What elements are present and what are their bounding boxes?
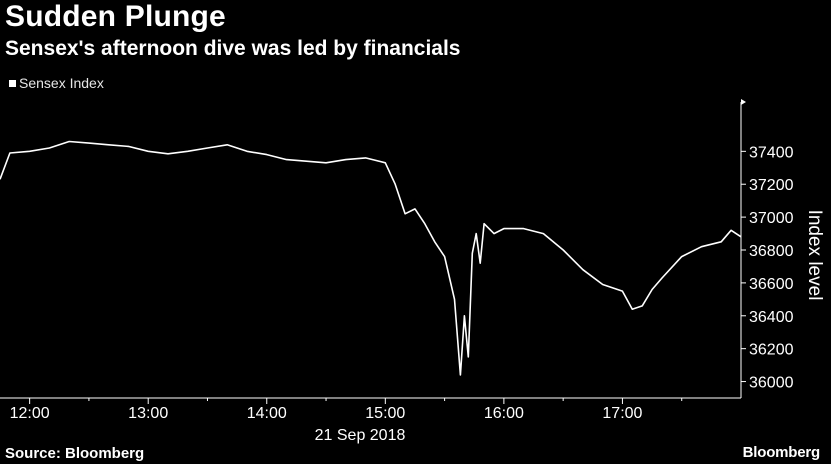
x-axis: 12:00 13:00 14:00 15:00 16:00 17:00 [0, 397, 741, 422]
y-tick-label: 36800 [749, 243, 794, 260]
series-line-sensex [0, 140, 742, 376]
y-tick-label: 37400 [749, 144, 794, 161]
y-axis: 36000 36200 36400 36600 36800 37000 37200 37400 [740, 99, 794, 398]
x-tick-label: 12:00 [10, 405, 50, 422]
source-note: Source: Bloomberg [5, 445, 145, 462]
series-layer [0, 140, 742, 376]
x-axis-date-label: 21 Sep 2018 [315, 427, 406, 444]
x-tick-label: 17:00 [602, 405, 642, 422]
legend-label-sensex: Sensex Index [19, 75, 104, 91]
chart-title: Sudden Plunge [5, 0, 226, 33]
y-tick-label: 36000 [749, 375, 794, 392]
x-tick-label: 13:00 [128, 405, 168, 422]
y-tick-label: 36200 [749, 342, 794, 359]
y-axis-arrow [741, 99, 746, 105]
chart-subtitle: Sensex's afternoon dive was led by finan… [5, 37, 461, 60]
y-tick-label: 37200 [749, 177, 794, 194]
y-tick-label: 36600 [749, 276, 794, 293]
legend: Sensex Index [9, 75, 104, 91]
x-tick-label: 16:00 [484, 405, 524, 422]
y-tick-label: 36400 [749, 309, 794, 326]
x-tick-label: 14:00 [247, 405, 287, 422]
y-tick-label: 37000 [749, 210, 794, 227]
x-tick-label: 15:00 [365, 405, 405, 422]
y-axis-title: Index level [804, 210, 825, 301]
bloomberg-logo: Bloomberg [742, 444, 821, 461]
legend-swatch [9, 79, 16, 87]
